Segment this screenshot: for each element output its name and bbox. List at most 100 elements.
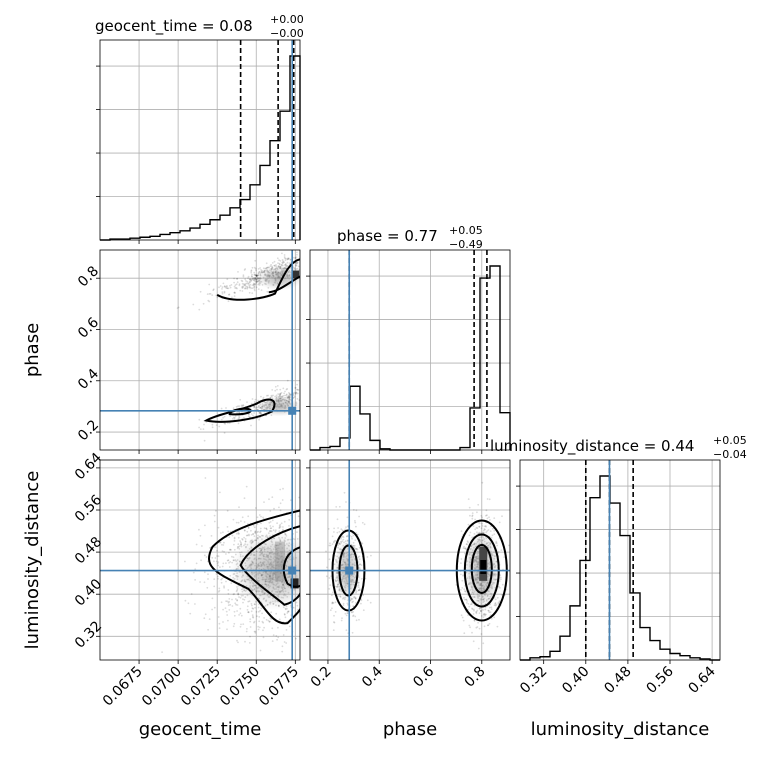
- sample-point: [293, 391, 296, 394]
- sample-point: [296, 253, 298, 256]
- sample-point: [211, 556, 214, 559]
- sample-point: [236, 639, 238, 642]
- sample-point: [230, 284, 233, 286]
- sample-point: [225, 407, 227, 409]
- sample-point: [253, 271, 256, 274]
- sample-point: [352, 615, 354, 617]
- sample-point: [508, 544, 510, 547]
- sample-point: [352, 611, 355, 613]
- sample-point: [270, 611, 273, 614]
- sample-point: [282, 528, 284, 531]
- sample-point: [484, 613, 487, 616]
- sample-point: [250, 287, 253, 289]
- sample-point: [204, 477, 207, 479]
- sample-point: [296, 267, 299, 270]
- sample-point: [238, 416, 241, 419]
- sample-point: [282, 261, 285, 264]
- sample-point: [258, 412, 261, 415]
- sample-point: [226, 600, 229, 603]
- sample-point: [251, 292, 254, 294]
- sample-point: [288, 518, 291, 521]
- sample-point: [342, 604, 345, 607]
- xlabel-geocent-time: geocent_time: [139, 719, 262, 740]
- sample-point: [279, 502, 282, 505]
- sample-point: [467, 498, 470, 500]
- sample-point: [281, 264, 284, 267]
- sample-point: [356, 533, 359, 536]
- ylabel-phase: phase: [22, 323, 43, 377]
- sample-point: [331, 601, 334, 604]
- sample-point: [232, 407, 235, 410]
- density-peak: [480, 560, 487, 574]
- sample-point: [344, 528, 347, 531]
- sample-point: [194, 568, 197, 571]
- sample-point: [238, 532, 241, 535]
- sample-point: [202, 428, 205, 430]
- sample-point: [220, 581, 223, 584]
- sample-point: [471, 514, 474, 517]
- sample-point: [485, 509, 488, 512]
- contour-line: [239, 525, 300, 606]
- sample-point: [329, 584, 332, 586]
- sample-point: [346, 602, 349, 605]
- sample-point: [236, 604, 239, 606]
- sample-point: [495, 603, 498, 606]
- sample-point: [233, 593, 236, 595]
- sample-point: [218, 286, 220, 289]
- sample-point: [252, 616, 255, 619]
- sample-point: [478, 627, 481, 630]
- sample-point: [295, 264, 297, 267]
- sample-point: [251, 273, 253, 276]
- sample-point: [354, 597, 357, 599]
- sample-point: [473, 609, 475, 612]
- sample-point: [328, 558, 331, 561]
- sample-point: [266, 290, 269, 293]
- sample-point: [278, 618, 281, 621]
- sample-point: [218, 589, 221, 592]
- scatter-distance-vs-geocent-time: 0.320.400.480.560.640.06750.07000.07250.…: [72, 450, 302, 710]
- sample-point: [243, 529, 246, 532]
- sample-point: [296, 531, 298, 533]
- sample-point: [251, 287, 254, 290]
- sample-point: [242, 286, 245, 288]
- sample-point: [206, 586, 209, 589]
- sample-point: [254, 630, 257, 633]
- sample-point: [252, 533, 255, 535]
- sample-point: [360, 599, 363, 602]
- sample-point: [251, 614, 254, 617]
- sample-point: [221, 565, 224, 568]
- sample-point: [280, 264, 283, 266]
- sample-point: [227, 530, 230, 533]
- sample-point: [237, 521, 240, 524]
- sample-point: [252, 278, 255, 280]
- sample-point: [276, 522, 278, 525]
- sample-point: [486, 514, 488, 517]
- sample-point: [294, 392, 297, 395]
- title-geocent-time-sub: −0.00: [270, 27, 304, 40]
- sample-point: [236, 277, 239, 280]
- sample-point: [358, 588, 361, 591]
- sample-point: [327, 528, 330, 530]
- sample-point: [258, 412, 261, 414]
- sample-point: [267, 394, 269, 397]
- sample-point: [329, 609, 332, 612]
- sample-point: [494, 602, 497, 604]
- sample-point: [215, 573, 218, 575]
- sample-point: [238, 411, 241, 414]
- sample-point: [354, 597, 357, 599]
- sample-point: [271, 262, 274, 264]
- sample-point: [261, 620, 264, 623]
- sample-point: [256, 516, 259, 519]
- histogram-step: [310, 265, 511, 451]
- sample-point: [361, 577, 363, 580]
- sample-point: [254, 273, 256, 276]
- sample-point: [281, 650, 284, 653]
- sample-point: [460, 562, 462, 564]
- sample-point: [228, 536, 231, 539]
- sample-point: [332, 629, 335, 631]
- sample-point: [227, 619, 229, 622]
- sample-point: [253, 273, 256, 276]
- sample-point: [358, 618, 360, 621]
- sample-point: [280, 264, 283, 266]
- sample-point: [494, 604, 497, 607]
